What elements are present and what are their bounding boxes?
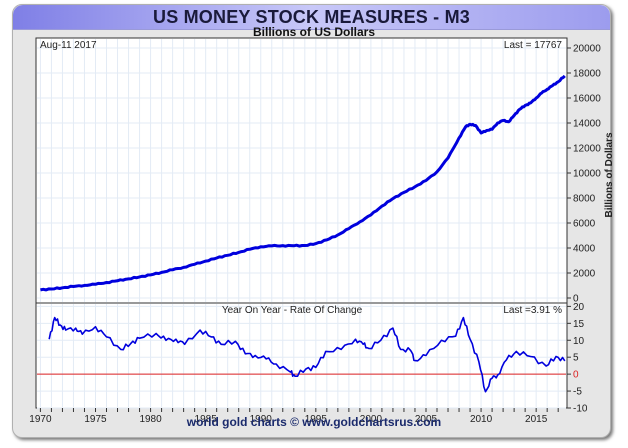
y-tick-label: -10 bbox=[573, 404, 588, 415]
date-label: Aug-11 2017 bbox=[40, 40, 97, 51]
axes: 0 2000 4000 6000 8000 10000 12000 14000 16000 180… bbox=[29, 44, 601, 426]
chart-title: US MONEY STOCK MEASURES - M3 bbox=[153, 7, 470, 27]
x-tick-label: 1985 bbox=[195, 414, 218, 425]
x-tick-label: 2015 bbox=[525, 414, 548, 425]
y-tick-label: 5 bbox=[573, 353, 579, 364]
y-tick-label: 20 bbox=[573, 302, 585, 313]
y-tick-label: 0 bbox=[573, 294, 579, 305]
y-tick-label: 0 bbox=[573, 370, 579, 381]
x-tick-label: 1970 bbox=[29, 414, 52, 425]
y-tick-label: 12000 bbox=[573, 144, 601, 155]
y-tick-label: 8000 bbox=[573, 194, 596, 205]
y-tick-label: 10000 bbox=[573, 169, 601, 180]
footer-credit: world gold charts © www.goldchartsrus.co… bbox=[186, 415, 442, 429]
y-tick-label: 15 bbox=[573, 319, 585, 330]
y-tick-label: 6000 bbox=[573, 219, 596, 230]
y-tick-label: 4000 bbox=[573, 244, 596, 255]
x-tick-label: 1995 bbox=[305, 414, 328, 425]
x-tick-label: 2005 bbox=[415, 414, 438, 425]
y-axis-label: Billions of Dollars bbox=[604, 132, 615, 217]
sub-plot-area bbox=[35, 302, 568, 409]
yoy-last-label: Last =3.91 % bbox=[503, 305, 562, 316]
y-tick-label: 2000 bbox=[573, 269, 596, 280]
m3-series-line bbox=[40, 74, 566, 292]
y-tick-label: 10 bbox=[573, 336, 585, 347]
main-plot-area bbox=[35, 37, 568, 304]
y-tick-label: 16000 bbox=[573, 94, 601, 105]
title-bar: US MONEY STOCK MEASURES - M3 bbox=[13, 5, 610, 30]
yoy-series-line bbox=[48, 316, 566, 393]
y-tick-label: -5 bbox=[573, 387, 582, 398]
chart-subtitle: Billions of US Dollars bbox=[252, 25, 375, 39]
x-tick-label: 2010 bbox=[470, 414, 493, 425]
sub-chart-title: Year On Year - Rate Of Change bbox=[222, 305, 363, 316]
last-value-label: Last = 17767 bbox=[504, 40, 563, 51]
y-tick-label: 18000 bbox=[573, 69, 601, 80]
x-tick-label: 1975 bbox=[84, 414, 107, 425]
y-tick-label: 14000 bbox=[573, 119, 601, 130]
x-tick-label: 1980 bbox=[139, 414, 162, 425]
x-tick-label: 2000 bbox=[360, 414, 383, 425]
x-tick-label: 1990 bbox=[250, 414, 273, 425]
y-tick-label: 20000 bbox=[573, 44, 601, 55]
